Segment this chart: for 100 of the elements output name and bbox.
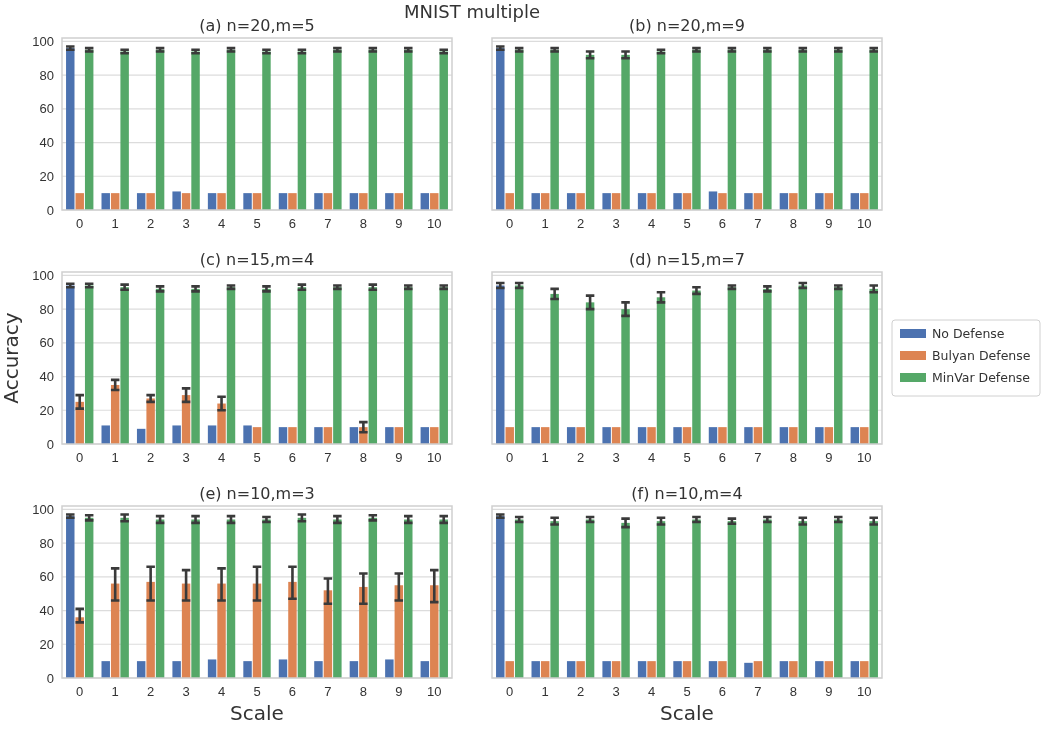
x-tick-label: 9 [395, 684, 403, 700]
x-tick-label: 10 [857, 684, 872, 700]
x-tick-label: 2 [147, 216, 155, 232]
x-tick-label: 0 [506, 450, 514, 466]
x-tick-label: 5 [253, 450, 261, 466]
bar [505, 427, 514, 444]
y-tick-label: 80 [39, 67, 54, 83]
bar [850, 193, 860, 210]
x-tick-label: 2 [577, 684, 585, 700]
y-tick-label: 100 [32, 502, 54, 518]
bar [505, 193, 514, 210]
y-tick-label: 20 [39, 402, 54, 418]
y-axis-title: Accuracy [0, 312, 23, 404]
bar [718, 193, 727, 210]
bar [297, 51, 307, 210]
y-tick-label: 0 [46, 202, 54, 218]
x-axis-title: Scale [230, 701, 284, 725]
bar [496, 285, 505, 444]
bar [172, 425, 181, 444]
x-tick-label: 10 [857, 450, 872, 466]
bar [869, 521, 878, 678]
x-tick-label: 8 [359, 216, 367, 232]
x-tick-label: 9 [825, 216, 833, 232]
x-tick-label: 8 [789, 216, 797, 232]
bar [217, 583, 226, 678]
x-tick-label: 0 [506, 684, 514, 700]
x-tick-label: 2 [147, 450, 155, 466]
bar [602, 193, 611, 210]
bar [385, 427, 394, 444]
bar [798, 285, 808, 444]
x-tick-label: 3 [182, 450, 190, 466]
bar [262, 51, 271, 210]
x-tick-label: 6 [288, 684, 297, 700]
bar [226, 519, 236, 678]
bar [692, 290, 701, 444]
bar [850, 427, 860, 444]
bar [243, 661, 252, 678]
bar [550, 521, 559, 678]
bar [430, 585, 439, 678]
legend-label: MinVar Defense [932, 370, 1031, 385]
bar [155, 519, 165, 678]
x-tick-label: 8 [789, 684, 797, 700]
x-tick-label: 2 [577, 450, 585, 466]
chart-title: (f) n=10,m=4 [631, 484, 743, 503]
bar [550, 293, 559, 444]
bar [647, 661, 656, 678]
bar [368, 287, 378, 444]
bar [673, 193, 682, 210]
bar [602, 427, 611, 444]
bar [181, 193, 191, 210]
bar [824, 427, 834, 444]
bar [314, 661, 323, 678]
x-tick-label: 9 [825, 450, 833, 466]
bar [637, 427, 647, 444]
chart-title: (c) n=15,m=4 [199, 250, 315, 269]
bar [146, 581, 155, 678]
bar [191, 51, 200, 210]
x-tick-label: 3 [612, 684, 620, 700]
bar [333, 519, 342, 678]
x-tick-label: 3 [182, 216, 190, 232]
bar [136, 661, 146, 678]
x-tick-label: 2 [577, 216, 585, 232]
bar [514, 519, 524, 678]
bar [333, 287, 342, 444]
bar [404, 519, 413, 678]
bar [576, 661, 585, 678]
x-tick-label: 7 [754, 216, 762, 232]
bar [297, 287, 307, 444]
x-tick-label: 3 [182, 684, 190, 700]
bar [84, 285, 94, 444]
x-tick-label: 6 [288, 216, 297, 232]
y-tick-label: 40 [39, 369, 54, 385]
x-tick-label: 4 [647, 450, 656, 466]
bar [718, 427, 727, 444]
bar [824, 193, 834, 210]
bar [385, 193, 394, 210]
y-tick-label: 40 [39, 135, 54, 151]
bar [420, 193, 430, 210]
bar [262, 288, 271, 444]
bar [727, 287, 737, 444]
bar [869, 288, 878, 444]
bar [439, 287, 448, 444]
bar [602, 661, 611, 678]
bar [243, 425, 252, 444]
bar [120, 51, 129, 210]
x-tick-label: 3 [612, 450, 620, 466]
x-tick-label: 5 [683, 216, 691, 232]
bar [585, 519, 595, 678]
bar [110, 193, 120, 210]
y-tick-label: 80 [39, 301, 54, 317]
bar [789, 661, 798, 678]
bar [718, 661, 727, 678]
bar [779, 661, 789, 678]
x-tick-label: 7 [754, 684, 762, 700]
bar [860, 661, 869, 678]
bar [243, 193, 252, 210]
bar [349, 193, 359, 210]
y-tick-label: 100 [32, 34, 54, 50]
bar [420, 661, 430, 678]
x-tick-label: 4 [647, 216, 656, 232]
